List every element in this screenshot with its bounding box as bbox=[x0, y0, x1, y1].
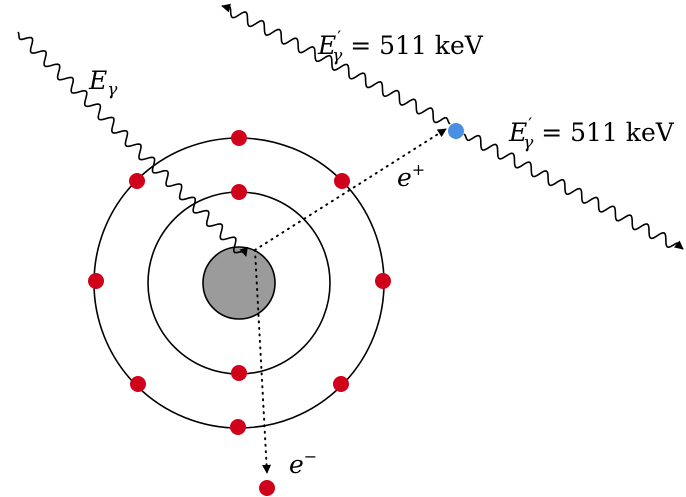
electron-track bbox=[254, 249, 272, 474]
positron-label: e+ bbox=[397, 160, 425, 192]
electron bbox=[231, 184, 247, 200]
electron bbox=[334, 173, 350, 189]
annihilation-photon-1-label: E′ γ = 511 keV bbox=[317, 28, 484, 66]
incident-energy-label: Eγ bbox=[88, 66, 118, 100]
annihilation-photon-2-label: E′ γ = 511 keV bbox=[508, 115, 675, 153]
electron bbox=[230, 419, 246, 435]
electron-label: e− bbox=[289, 447, 317, 479]
electron bbox=[231, 130, 247, 146]
electron bbox=[88, 273, 104, 289]
incident-photon bbox=[17, 31, 248, 257]
electrons bbox=[88, 130, 391, 496]
nucleus bbox=[202, 246, 276, 320]
annihilation-photon-1 bbox=[221, 3, 451, 125]
electron bbox=[231, 365, 247, 381]
electron bbox=[333, 376, 349, 392]
positron bbox=[448, 123, 464, 139]
electron bbox=[130, 376, 146, 392]
free-electron bbox=[259, 480, 275, 496]
electron bbox=[375, 273, 391, 289]
particle-tracks bbox=[254, 128, 447, 474]
annihilation-photon-2 bbox=[463, 133, 684, 250]
photons bbox=[17, 3, 684, 257]
electron bbox=[129, 173, 145, 189]
positron-track bbox=[254, 128, 447, 251]
